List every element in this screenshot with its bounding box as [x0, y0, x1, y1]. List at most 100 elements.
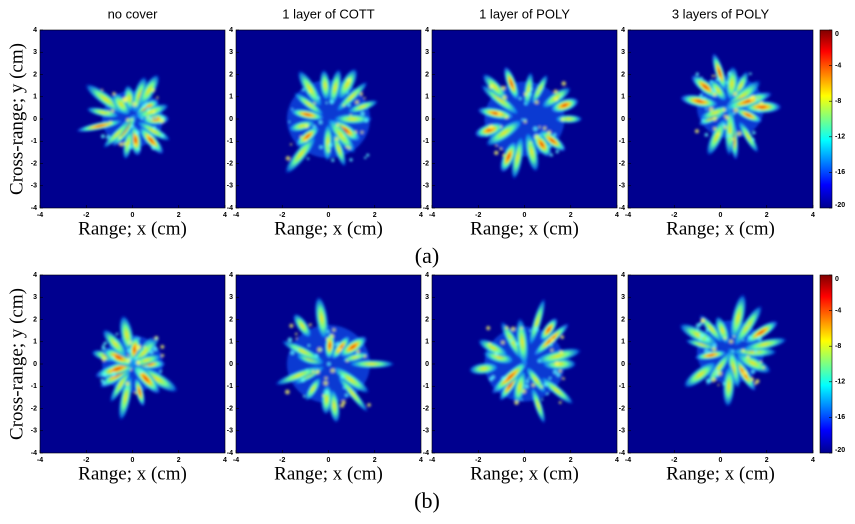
speckle-dot	[754, 350, 758, 354]
speckle-dot	[337, 342, 340, 345]
speckle-dot	[360, 111, 365, 116]
speckle-dot	[534, 327, 539, 332]
speckle-dot	[363, 355, 366, 358]
speckle-dot	[289, 324, 293, 328]
speckle-dot	[295, 348, 298, 351]
heatmap-panel: -4-202443210-1-2-3-4Range; x (cm)	[31, 272, 227, 485]
speckle-dot	[126, 118, 129, 121]
y-tick-label: 1	[33, 339, 37, 346]
speckle-dot	[546, 393, 549, 396]
speckle-dot	[554, 97, 558, 101]
speckle-dot	[520, 327, 523, 330]
speckle-dot	[550, 344, 553, 347]
speckle-dot	[504, 376, 507, 379]
speckle-dot	[527, 377, 529, 379]
speckle-lobe	[554, 114, 583, 123]
y-tick-label: 1	[33, 94, 37, 101]
speckle-dot	[159, 370, 162, 373]
speckle-dot	[154, 116, 158, 120]
x-axis-label: Range; x (cm)	[470, 463, 579, 484]
speckle-dot	[713, 127, 716, 130]
speckle-dot	[704, 349, 709, 354]
speckle-dot	[347, 92, 349, 94]
speckle-dot	[713, 117, 717, 121]
speckle-dot	[150, 134, 152, 136]
y-tick-label: -1	[619, 383, 625, 390]
x-tick-label: 4	[615, 457, 619, 464]
speckle-dot	[320, 349, 322, 351]
speckle-dot	[561, 81, 566, 86]
speckle-dot	[100, 379, 104, 383]
speckle-dot	[541, 399, 543, 401]
y-tick-label: 3	[425, 49, 429, 56]
y-tick-label: 1	[229, 94, 233, 101]
speckle-dot	[494, 352, 498, 356]
speckle-dot	[325, 102, 327, 104]
speckle-dot	[127, 349, 132, 354]
speckle-dot	[521, 399, 523, 401]
y-tick-label: -4	[423, 450, 429, 457]
speckle-dot	[327, 362, 331, 366]
y-tick-label: -3	[423, 183, 429, 190]
speckle-dot	[561, 118, 564, 121]
speckle-dot	[290, 351, 294, 355]
speckle-dot	[495, 145, 497, 147]
speckle-dot	[152, 110, 155, 113]
speckle-dot	[553, 133, 557, 137]
speckle-dot	[749, 72, 752, 75]
speckle-dot	[717, 384, 719, 386]
speckle-dot	[295, 337, 297, 339]
speckle-dot	[125, 387, 128, 390]
speckle-dot	[147, 116, 150, 119]
y-tick-label: -4	[227, 450, 233, 457]
speckle-dot	[486, 326, 490, 330]
y-tick-label: -4	[619, 450, 625, 457]
y-tick-label: 3	[425, 294, 429, 301]
speckle-dot	[291, 108, 293, 110]
x-tick-label: -4	[37, 212, 43, 219]
x-tick-label: -4	[429, 212, 435, 219]
speckle-dot	[122, 97, 127, 102]
speckle-dot	[325, 390, 329, 394]
speckle-dot	[533, 126, 538, 131]
y-tick-label: 4	[33, 272, 37, 279]
heatmap-panel: -4-202443210-1-2-3-4Range; x (cm)	[31, 27, 227, 240]
colorbar	[820, 275, 832, 453]
speckle-dot	[713, 92, 717, 96]
panel-title: 1 layer of COTT	[282, 6, 375, 21]
speckle-dot	[706, 378, 711, 383]
speckle-dot	[522, 389, 526, 393]
speckle-dot	[502, 95, 507, 100]
speckle-dot	[366, 153, 369, 156]
speckle-dot	[130, 369, 132, 371]
speckle-dot	[716, 77, 720, 81]
colorbar-tick-label: 0	[835, 276, 839, 283]
speckle-dot	[309, 323, 312, 326]
speckle-dot	[712, 75, 715, 78]
speckle-dot	[151, 146, 156, 151]
speckle-dot	[338, 347, 342, 351]
speckle-dot	[742, 371, 747, 376]
speckle-dot	[288, 121, 290, 123]
speckle-dot	[748, 335, 752, 339]
speckle-dot	[131, 125, 134, 128]
speckle-dot	[356, 350, 360, 354]
heatmap-panel: -4-202443210-1-2-3-4Range; x (cm)	[619, 272, 815, 485]
speckle-dot	[109, 121, 112, 124]
speckle-dot	[555, 361, 560, 366]
x-tick-label: 4	[615, 212, 619, 219]
speckle-dot	[119, 136, 122, 139]
speckle-dot	[751, 138, 754, 141]
speckle-dot	[331, 159, 335, 163]
speckle-dot	[116, 333, 119, 336]
speckle-dot	[733, 336, 735, 338]
speckle-dot	[497, 112, 501, 116]
y-tick-label: 3	[621, 49, 625, 56]
speckle-dot	[550, 153, 553, 156]
speckle-dot	[138, 337, 140, 339]
y-tick-label: -4	[227, 205, 233, 212]
speckle-dot	[141, 370, 144, 373]
speckle-dot	[140, 117, 143, 120]
speckle-dot	[752, 131, 756, 135]
